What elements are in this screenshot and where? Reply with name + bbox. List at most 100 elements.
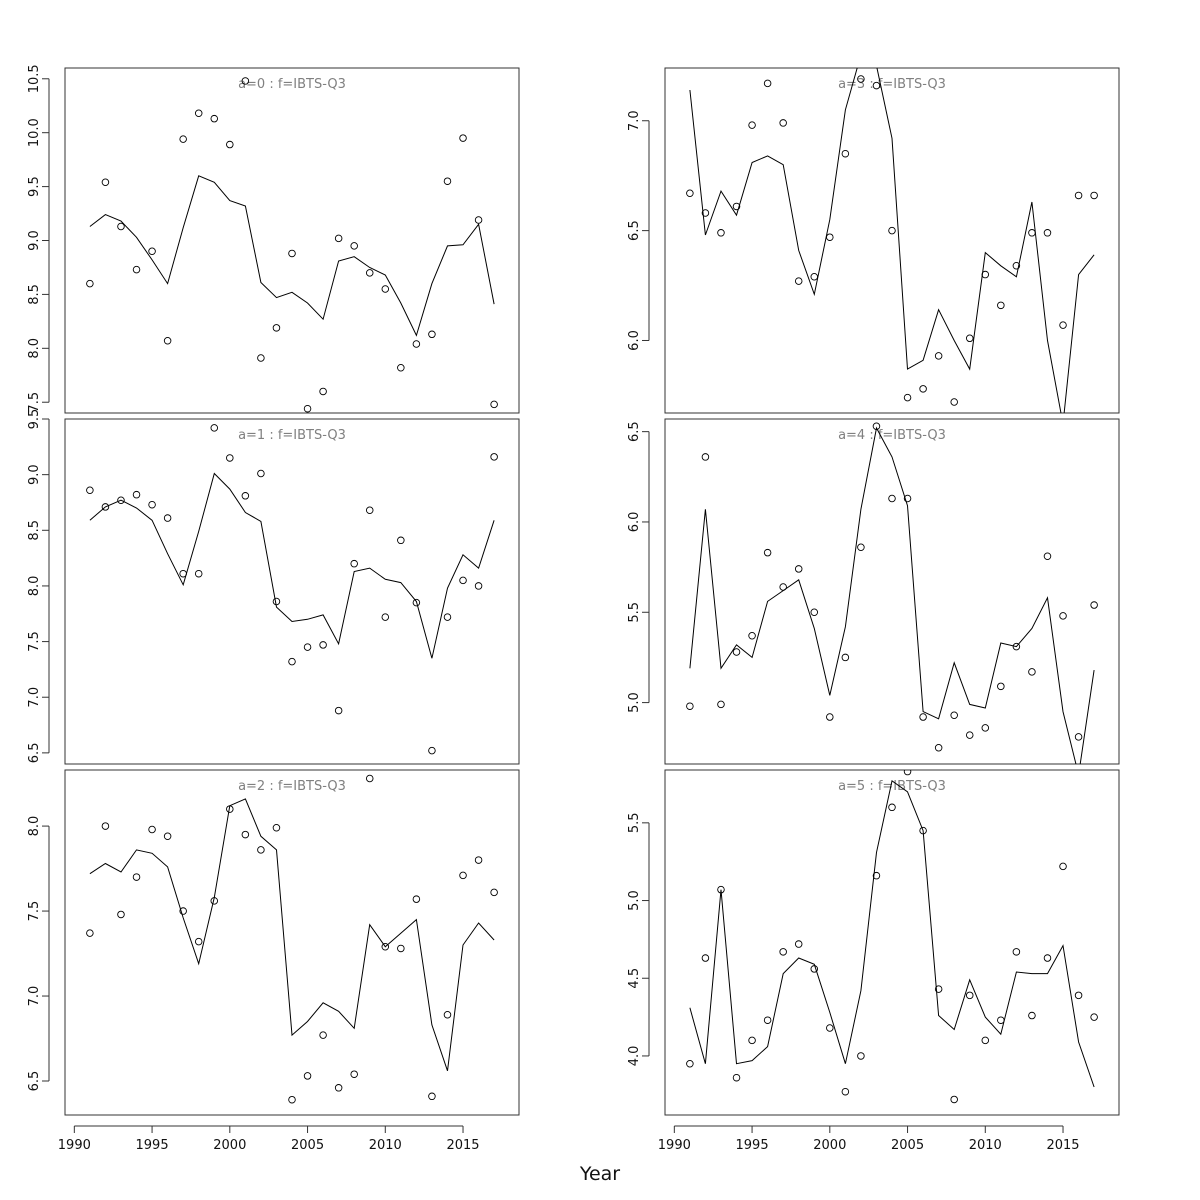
y-tick-label: 5.0 [627,890,642,911]
observed-point [365,269,374,277]
observed-point [841,1087,850,1096]
observed-point [179,907,187,915]
observed-point [748,1036,756,1045]
observed-point [474,856,483,864]
observed-point [257,469,265,478]
observed-point [1043,954,1052,962]
y-tick-label: 8.5 [27,284,42,305]
observed-point [1028,229,1036,237]
panel-frame [664,67,1120,414]
chart-panel-1: a=3 : f=IBTS-Q3 6.0 6.5 7.0 [627,67,1120,414]
observed-point [117,910,125,919]
chart-panel-5: a=5 : f=IBTS-Q3 4.0 4.5 5.0 5.5 1990 1995 2000 2… [627,769,1120,1153]
observed-point [303,404,312,413]
observed-point [701,954,710,962]
observed-point [241,492,250,500]
observed-point [86,486,94,494]
x-tick-label: 2005 [891,1138,924,1153]
y-tick-label: 8.0 [27,338,42,359]
observed-point [350,242,358,250]
observed-point [997,1016,1005,1024]
observed-point [1012,642,1021,651]
observed-point [257,846,265,854]
panel-title: a=1 : f=IBTS-Q3 [238,428,346,443]
observed-point [1028,1011,1036,1020]
fitted-line [89,472,495,659]
observed-point [934,743,943,752]
observed-point [381,613,390,621]
observed-point [459,134,467,142]
panel-data [86,424,498,755]
fitted-line [89,798,495,1071]
y-tick-label: 10.0 [27,118,42,147]
observed-point [748,632,756,640]
observed-point [132,490,141,499]
observed-point [888,226,896,235]
y-tick-label: 6.5 [27,1071,42,1092]
chart-panel-2: a=1 : f=IBTS-Q3 6.5 7.0 7.5 8.0 8.5 9.0 9.5 [27,409,520,765]
observed-point [1012,262,1021,270]
observed-point [241,77,250,85]
observed-point [319,387,327,396]
observed-point [101,822,110,830]
observed-point [950,398,958,406]
observed-point [148,825,156,834]
observed-point [86,279,94,288]
panel-frame [664,769,1120,1116]
panel-frame [64,769,520,1116]
observed-point [365,506,374,515]
observed-point [179,135,187,143]
observed-point [919,385,927,393]
observed-point [257,354,265,362]
observed-point [381,285,390,293]
observed-point [412,895,421,903]
panel-data [86,77,498,413]
observed-point [443,177,452,185]
panel-data [86,774,498,1104]
x-tick-label: 2000 [213,1138,246,1153]
observed-point [428,330,436,339]
y-tick-label: 7.0 [627,110,642,131]
observed-point [888,803,896,812]
observed-point [686,702,694,710]
observed-point [117,222,125,231]
observed-point [303,643,312,651]
observed-point [350,1070,358,1078]
y-tick-label: 7.5 [27,392,42,413]
x-tick-label: 1990 [58,1138,91,1153]
x-tick-label: 2010 [369,1138,402,1153]
observed-point [826,233,834,241]
observed-point [794,940,803,948]
panel-data [686,68,1098,413]
observed-point [272,824,281,832]
observed-point [732,1073,741,1082]
x-tick-label: 1990 [658,1138,691,1153]
observed-point [334,1084,343,1092]
observed-point [686,189,694,198]
y-tick-label: 10.5 [27,64,42,93]
y-tick-label: 9.5 [27,409,42,430]
observed-point [1090,1013,1098,1021]
observed-point [950,711,958,719]
observed-point [872,81,881,90]
observed-point [303,1072,312,1080]
panel-frame [64,418,520,765]
observed-point [474,582,483,590]
observed-point [1012,948,1021,956]
y-tick-label: 4.5 [627,968,642,989]
observed-point [965,334,974,343]
observed-point [1043,229,1052,237]
observed-point [397,536,405,545]
observed-point [732,202,741,211]
observed-point [412,598,421,607]
fitted-line [89,175,495,337]
observed-point [841,149,850,158]
y-tick-label: 9.0 [27,464,42,485]
x-tick-label: 2000 [813,1138,846,1153]
observed-point [365,774,374,783]
x-tick-label: 2015 [1046,1138,1079,1153]
observed-point [950,1095,958,1104]
observed-point [132,873,141,881]
panel-data [686,770,1098,1104]
observed-point [826,713,834,721]
